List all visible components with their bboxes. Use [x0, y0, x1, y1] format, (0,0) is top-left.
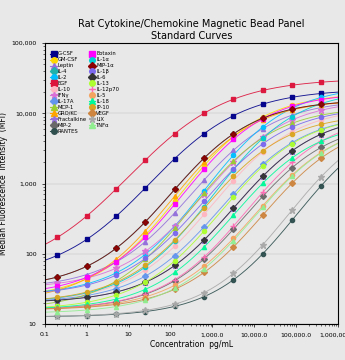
Legend: G-CSF, GM-CSF, Leptin, IL-4, IL-2, EGF, IL-10, IFNγ, IL-17A, MCP-1, GRO/KC, Frac: G-CSF, GM-CSF, Leptin, IL-4, IL-2, EGF, … [50, 51, 119, 134]
X-axis label: Concentration  pg/mL: Concentration pg/mL [150, 340, 233, 349]
Title: Rat Cytokine/Chemokine Magnetic Bead Panel
Standard Curves: Rat Cytokine/Chemokine Magnetic Bead Pan… [78, 19, 305, 41]
Y-axis label: Median Fluorescence  Intensity  (MFI): Median Fluorescence Intensity (MFI) [0, 112, 9, 255]
